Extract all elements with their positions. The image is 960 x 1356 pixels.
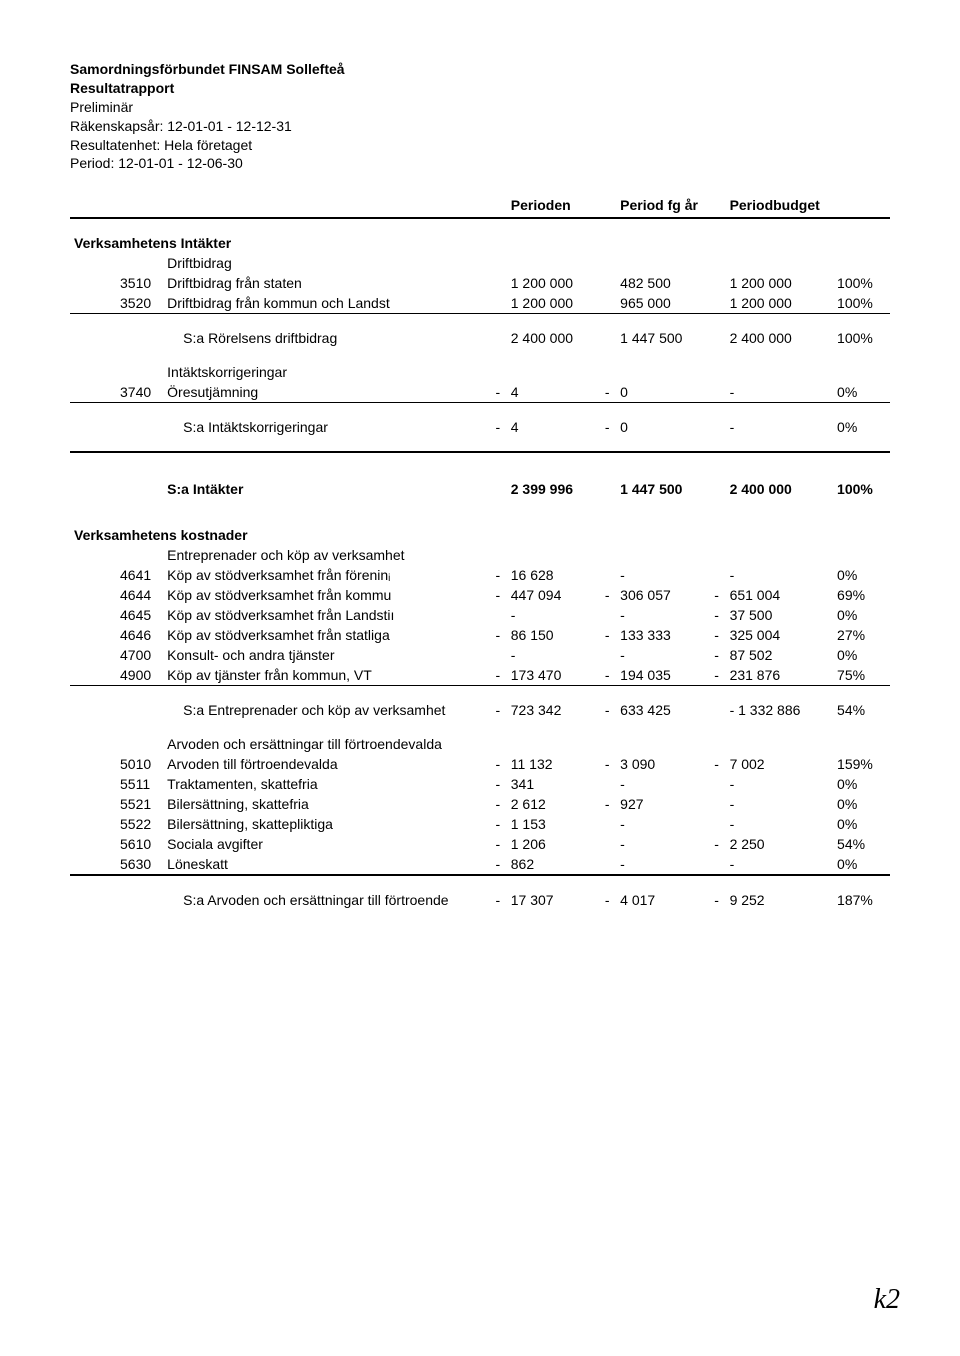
sum-arvoden: S:a Arvoden och ersättningar till förtro…	[70, 890, 890, 910]
subsection-arvoden: Arvoden och ersättningar till förtroende…	[70, 734, 890, 754]
row-4644: 4644 Köp av stödverksamhet från kommu -4…	[70, 585, 890, 605]
row-4900: 4900 Köp av tjänster från kommun, VT -17…	[70, 665, 890, 686]
document-header: Samordningsförbundet FINSAM Sollefteå Re…	[70, 60, 910, 173]
org-name: Samordningsförbundet FINSAM Sollefteå	[70, 60, 910, 79]
period: Period: 12-01-01 - 12-06-30	[70, 154, 910, 173]
fiscal-year: Räkenskapsår: 12-01-01 - 12-12-31	[70, 117, 910, 136]
row-5610: 5610 Sociala avgifter -1 206 - -2 250 54…	[70, 834, 890, 854]
row-3510: 3510 Driftbidrag från staten 1 200 000 4…	[70, 273, 890, 293]
col-periodfg: Period fg år	[616, 195, 710, 218]
report-table: Perioden Period fg år Periodbudget Verks…	[70, 195, 890, 910]
column-header-row: Perioden Period fg år Periodbudget	[70, 195, 890, 218]
subsection-intaktskorr: Intäktskorrigeringar	[70, 362, 890, 382]
row-4646: 4646 Köp av stödverksamhet från statliga…	[70, 625, 890, 645]
sum-intaktskorr: S:a Intäktskorrigeringar -4 -0 - 0%	[70, 417, 890, 437]
row-5511: 5511 Traktamenten, skattefria -341 - - 0…	[70, 774, 890, 794]
subsection-entreprenader: Entreprenader och köp av verksamhet	[70, 545, 890, 565]
section-intakter: Verksamhetens Intäkter	[70, 233, 890, 253]
prelim: Preliminär	[70, 98, 910, 117]
row-4700: 4700 Konsult- och andra tjänster - - -87…	[70, 645, 890, 665]
sum-intakter: S:a Intäkter 2 399 996 1 447 500 2 400 0…	[70, 479, 890, 499]
signature: k2	[874, 1284, 900, 1316]
col-budget: Periodbudget	[726, 195, 833, 218]
row-3740: 3740 Öresutjämning -4 -0 - 0%	[70, 382, 890, 403]
row-5630: 5630 Löneskatt -862 - - 0%	[70, 854, 890, 875]
report-title: Resultatrapport	[70, 79, 910, 98]
row-4641: 4641 Köp av stödverksamhet från föreninᵢ…	[70, 565, 890, 585]
row-4645: 4645 Köp av stödverksamhet från Landstiı…	[70, 605, 890, 625]
row-5522: 5522 Bilersättning, skattepliktiga -1 15…	[70, 814, 890, 834]
col-perioden: Perioden	[507, 195, 601, 218]
row-5010: 5010 Arvoden till förtroendevalda -11 13…	[70, 754, 890, 774]
result-unit: Resultatenhet: Hela företaget	[70, 136, 910, 155]
sum-driftbidrag: S:a Rörelsens driftbidrag 2 400 000 1 44…	[70, 328, 890, 348]
section-kostnader: Verksamhetens kostnader	[70, 525, 890, 545]
subsection-driftbidrag: Driftbidrag	[70, 253, 890, 273]
row-3520: 3520 Driftbidrag från kommun och Landst …	[70, 293, 890, 314]
sum-entreprenader: S:a Entreprenader och köp av verksamhet …	[70, 700, 890, 720]
row-5521: 5521 Bilersättning, skattefria -2 612 -9…	[70, 794, 890, 814]
